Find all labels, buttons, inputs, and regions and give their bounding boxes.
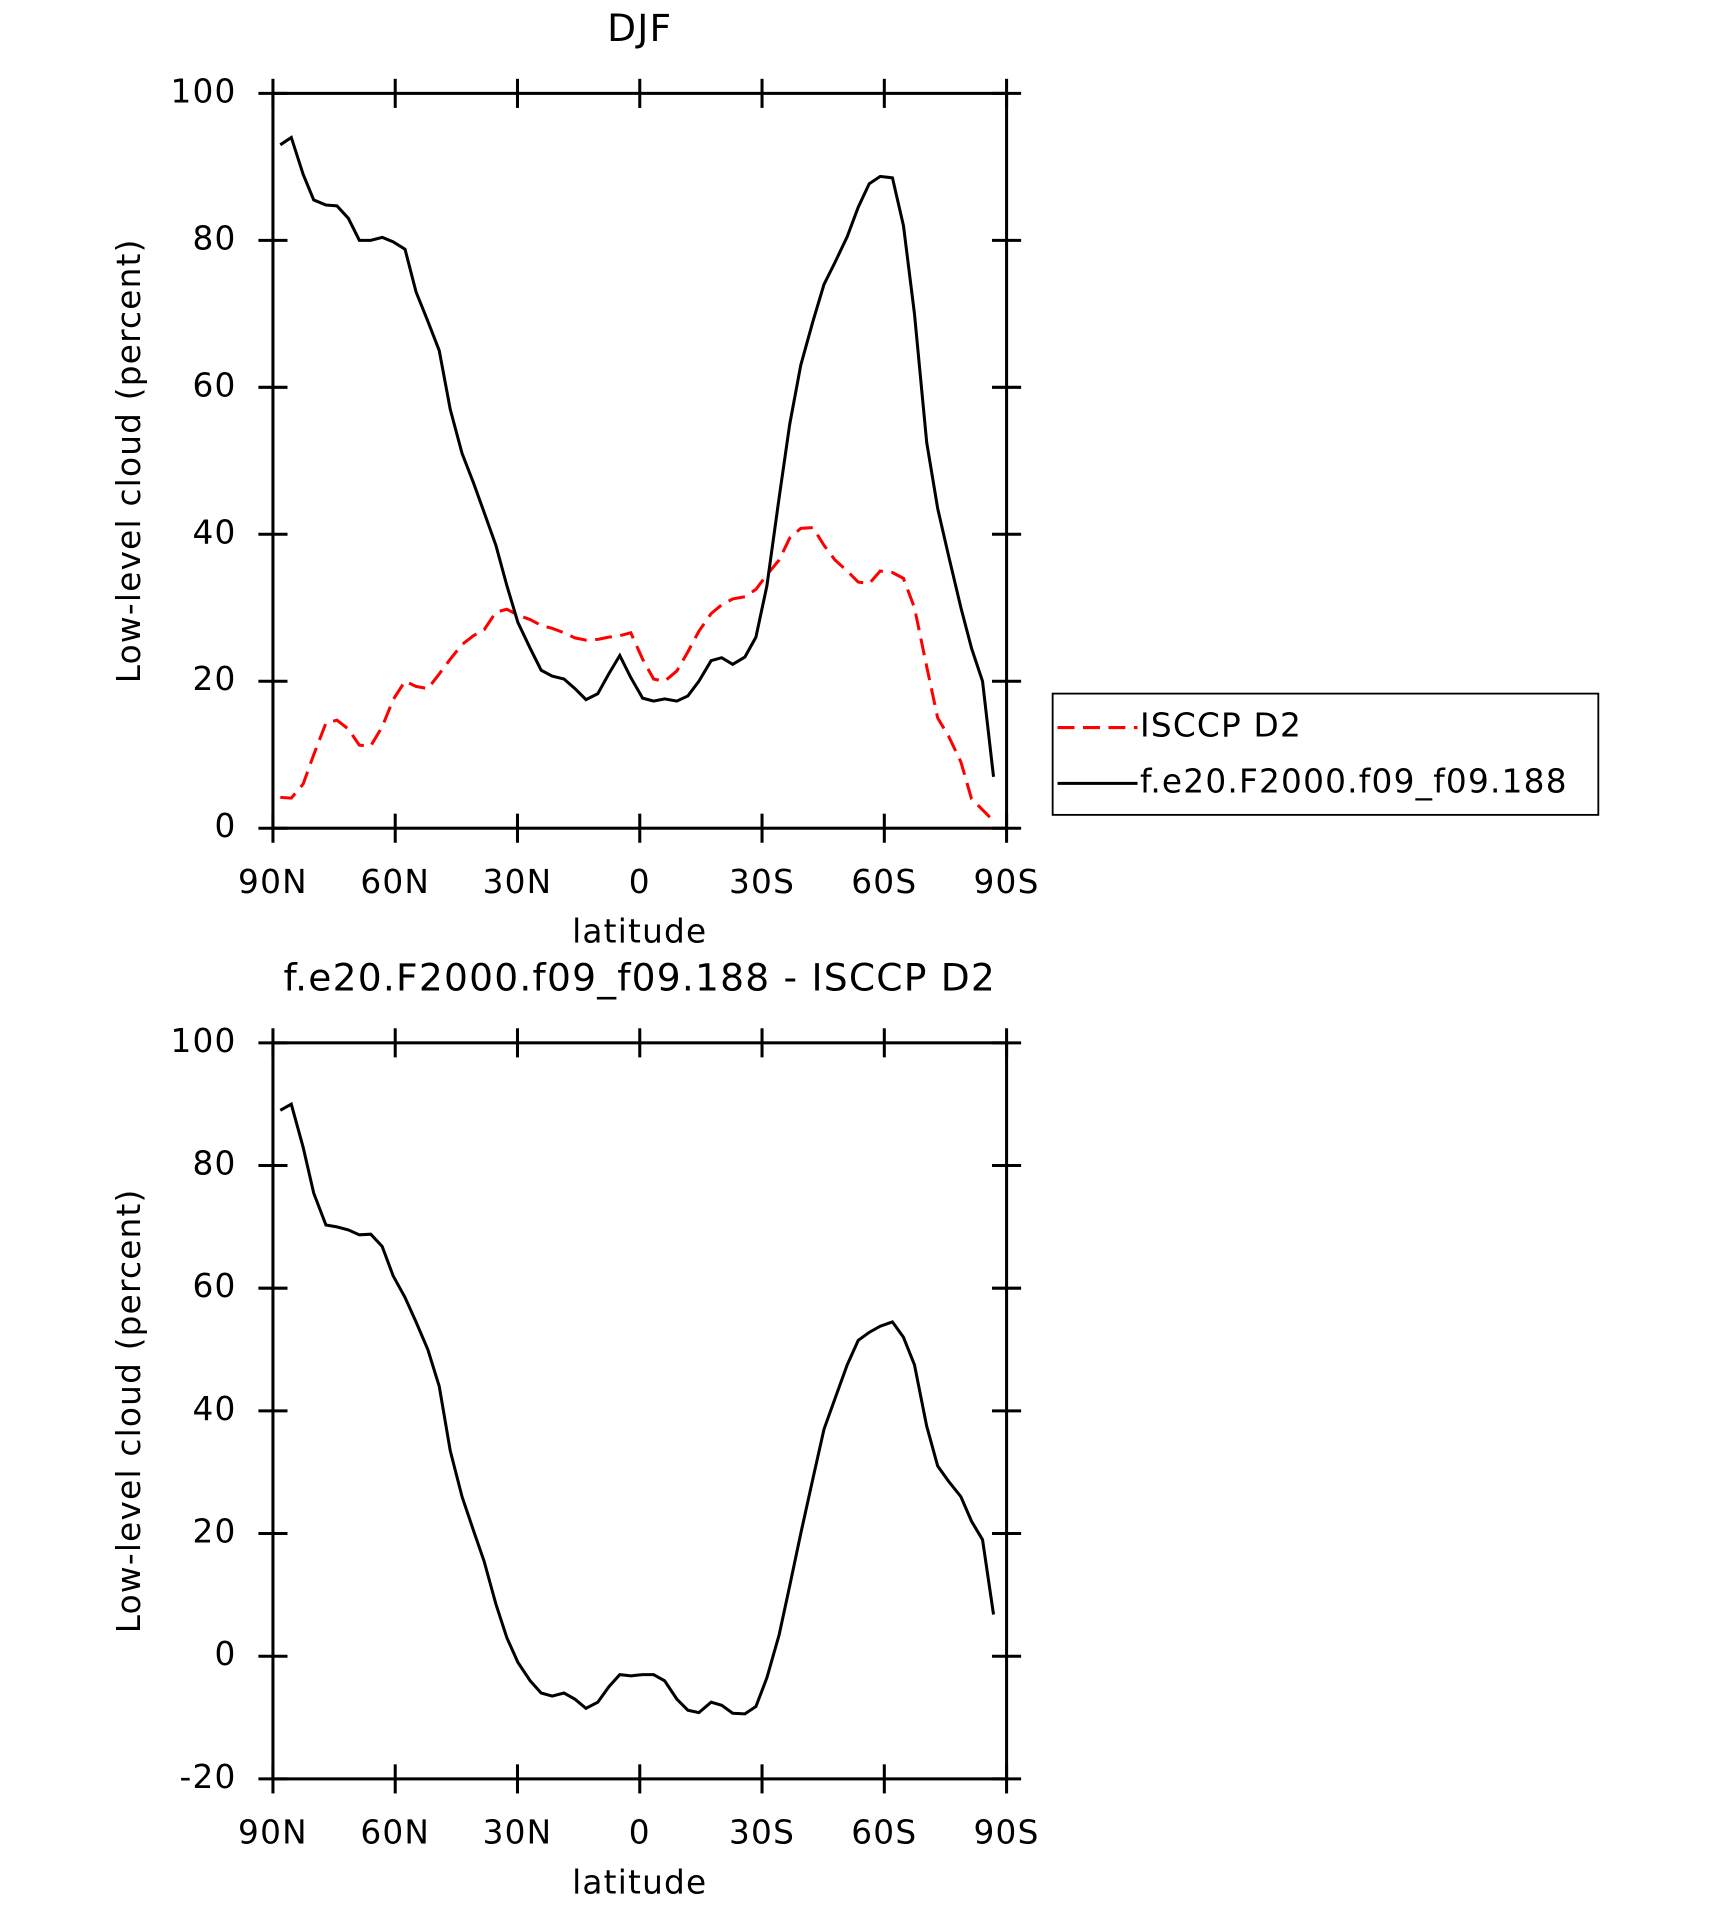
x-tick-label: 90N <box>238 1814 308 1852</box>
x-tick-label: 90N <box>238 863 308 901</box>
x-tick-label: 60S <box>851 863 917 901</box>
x-tick-label: 30N <box>483 863 553 901</box>
chart-title: f.e20.F2000.f09_f09.188 - ISCCP D2 <box>283 955 996 999</box>
x-tick-label: 60S <box>851 1814 917 1852</box>
y-tick-label: 100 <box>170 1022 236 1060</box>
x-tick-label: 30N <box>483 1814 553 1852</box>
x-axis-label: latitude <box>572 913 707 951</box>
y-tick-label: -20 <box>179 1758 236 1796</box>
legend-label: ISCCP D2 <box>1140 707 1302 745</box>
y-tick-label: 0 <box>215 807 237 845</box>
legend-box <box>1051 692 1600 816</box>
y-tick-label: 40 <box>192 1390 236 1428</box>
x-axis-label: latitude <box>572 1863 707 1901</box>
x-tick-label: 90S <box>974 863 1040 901</box>
data-line <box>279 135 996 777</box>
y-tick-label: 40 <box>192 513 236 551</box>
y-tick-label: 20 <box>192 1513 236 1551</box>
y-axis-label: Low-level cloud (percent) <box>110 238 148 683</box>
x-tick-label: 30S <box>729 1814 795 1852</box>
y-tick-label: 80 <box>192 219 236 257</box>
y-tick-label: 80 <box>192 1145 236 1183</box>
chart-title: DJF <box>607 6 672 50</box>
x-tick-label: 0 <box>629 1814 651 1852</box>
plot-frame <box>271 1041 1009 1781</box>
plot-frame <box>271 91 1009 830</box>
y-tick-label: 0 <box>215 1635 237 1673</box>
x-tick-label: 30S <box>729 863 795 901</box>
y-tick-label: 20 <box>192 660 236 698</box>
x-tick-label: 60N <box>360 1814 430 1852</box>
y-tick-label: 60 <box>192 366 236 404</box>
legend-label: f.e20.F2000.f09_f09.188 <box>1140 762 1568 800</box>
data-line <box>280 526 995 822</box>
x-tick-label: 0 <box>629 863 651 901</box>
data-line <box>279 1101 996 1716</box>
y-axis-label: Low-level cloud (percent) <box>110 1188 148 1633</box>
x-tick-label: 90S <box>974 1814 1040 1852</box>
y-tick-label: 100 <box>170 72 236 110</box>
x-tick-label: 60N <box>360 863 430 901</box>
y-tick-label: 60 <box>192 1267 236 1305</box>
